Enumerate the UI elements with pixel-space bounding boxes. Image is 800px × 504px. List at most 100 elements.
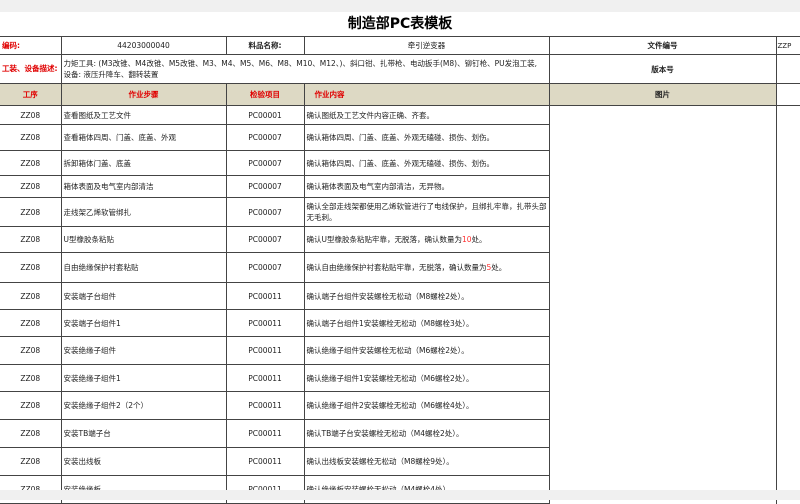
cell-image[interactable] [548, 105, 777, 125]
file-no-value[interactable]: ZZP [775, 36, 800, 55]
cell-op[interactable]: ZZ08 [0, 364, 62, 392]
table-row: ZZ08 安装端子台组件1 PC00011 确认端子台组件1安装螺栓无松动（M8… [0, 309, 800, 337]
cell-item[interactable]: PC00011 [225, 419, 305, 448]
cell-item[interactable]: PC00011 [225, 447, 305, 476]
table-row: ZZ08 U型橡胶条粘贴 PC00007 确认U型橡胶条粘贴牢靠，无脱落，确认数… [0, 226, 800, 253]
cell-item[interactable]: PC00011 [225, 336, 305, 365]
cell-content[interactable]: 确认绝缘子组件2安装螺栓无松动（M6螺栓4处）。 [303, 391, 550, 420]
table-row: ZZ08 拆卸箱体门盖、底盖 PC00007 确认箱体四周、门盖、底盖、外观无磕… [0, 150, 800, 176]
table-row: ZZ08 走线架乙烯软管绑扎 PC00007 确认全部走线架都使用乙烯软管进行了… [0, 197, 800, 227]
cell-step[interactable]: 安装绝缘子组件 [60, 336, 227, 365]
cell-item[interactable]: PC00011 [225, 364, 305, 392]
cell-op[interactable]: ZZ08 [0, 124, 62, 151]
cell-item[interactable]: PC00007 [225, 252, 305, 283]
cell-op[interactable]: ZZ08 [0, 447, 62, 476]
cell-image[interactable] [548, 226, 777, 253]
table-row: ZZ08 安装TB端子台 PC00011 确认TB端子台安装螺栓无松动（M4螺栓… [0, 419, 800, 448]
cell-content[interactable]: 确认端子台组件安装螺栓无松动（M8螺栓2处）。 [303, 282, 550, 310]
cell-step[interactable]: 箱体表面及电气室内部清洁 [60, 175, 227, 198]
cell-step[interactable]: 安装出线板 [60, 447, 227, 476]
table-row: ZZ08 查看箱体四周、门盖、底盖、外观 PC00007 确认箱体四周、门盖、底… [0, 124, 800, 151]
cell-op[interactable]: ZZ08 [0, 197, 62, 227]
cell-op[interactable]: ZZ08 [0, 309, 62, 337]
table-row: ZZ08 安装绝缘子组件 PC00011 确认绝缘子组件安装螺栓无松动（M6螺栓… [0, 336, 800, 365]
cell-image[interactable] [548, 252, 777, 283]
col-header-image: 图片 [548, 83, 777, 106]
content-text: 处。 [491, 263, 507, 272]
cell-step[interactable]: 拆卸箱体门盖、底盖 [60, 150, 227, 176]
cell-content[interactable]: 确认箱体四周、门盖、底盖、外观无磕碰、损伤、划伤。 [303, 150, 550, 176]
cell-image[interactable] [548, 309, 777, 337]
cell-op[interactable]: ZZ08 [0, 226, 62, 253]
cell-step[interactable]: 查看图纸及工艺文件 [60, 105, 227, 125]
cell-content[interactable]: 确认全部走线架都使用乙烯软管进行了电线保护，且绑扎牢靠，扎带头部无毛刺。 [303, 197, 550, 227]
cell-step[interactable]: U型橡胶条粘贴 [60, 226, 227, 253]
cell-item[interactable]: PC00011 [225, 282, 305, 310]
cell-content[interactable]: 确认自由绝缘保护衬套粘贴牢靠，无脱落，确认数量为5处。 [303, 252, 550, 283]
tools-value[interactable]: 力矩工具: (M3改锥、M4改锥、M5改锥、M3、M4、M5、M6、M8、M10… [60, 54, 550, 84]
cell-image[interactable] [548, 124, 777, 151]
content-quantity: 10 [462, 235, 472, 244]
name-label: 料品名称: [225, 36, 305, 55]
cell-item[interactable]: PC00007 [225, 197, 305, 227]
cell-item[interactable]: PC00011 [225, 309, 305, 337]
cell-item[interactable]: PC00007 [225, 226, 305, 253]
table-row: ZZ08 安装端子台组件 PC00011 确认端子台组件安装螺栓无松动（M8螺栓… [0, 282, 800, 310]
version-label: 版本号 [548, 54, 777, 84]
cell-image[interactable] [548, 391, 777, 420]
table-row: ZZ08 查看图纸及工艺文件 PC00001 确认图纸及工艺文件内容正确、齐套。 [0, 105, 800, 125]
cell-item[interactable]: PC00001 [225, 105, 305, 125]
cell-step[interactable]: 自由绝缘保护衬套粘贴 [60, 252, 227, 283]
cell-content[interactable]: 确认TB端子台安装螺栓无松动（M4螺栓2处）。 [303, 419, 550, 448]
cell-step[interactable]: 安装绝缘子组件1 [60, 364, 227, 392]
table-row: ZZ08 安装出线板 PC00011 确认出线板安装螺栓无松动（M8螺栓9处）。 [0, 447, 800, 476]
file-no-label: 文件编号 [548, 36, 777, 55]
cell-content[interactable]: 确认箱体表面及电气室内部清洁，无异物。 [303, 175, 550, 198]
cell-content[interactable]: 确认端子台组件1安装螺栓无松动（M8螺栓3处）。 [303, 309, 550, 337]
cell-op[interactable]: ZZ08 [0, 175, 62, 198]
cell-step[interactable]: 安装端子台组件 [60, 282, 227, 310]
cell-op[interactable]: ZZ08 [0, 336, 62, 365]
cell-image[interactable] [548, 447, 777, 476]
pc-table: 编码: 44203000040 料品名称: 牵引逆变器 文件编号 ZZP 工装、… [0, 36, 800, 504]
cell-op[interactable]: ZZ08 [0, 150, 62, 176]
name-value[interactable]: 牵引逆变器 [303, 36, 550, 55]
cell-content[interactable]: 确认出线板安装螺栓无松动（M8螺栓9处）。 [303, 447, 550, 476]
cell-content[interactable]: 确认箱体四周、门盖、底盖、外观无磕碰、损伤、划伤。 [303, 124, 550, 151]
cell-step[interactable]: 查看箱体四周、门盖、底盖、外观 [60, 124, 227, 151]
cell-image[interactable] [548, 364, 777, 392]
cell-item[interactable]: PC00011 [225, 391, 305, 420]
col-header-step: 作业步骤 [60, 83, 227, 106]
cell-content[interactable]: 确认绝缘子组件1安装螺栓无松动（M6螺栓2处）。 [303, 364, 550, 392]
cell-content[interactable]: 确认图纸及工艺文件内容正确、齐套。 [303, 105, 550, 125]
cell-step[interactable]: 安装绝缘子组件2（2个） [60, 391, 227, 420]
code-value[interactable]: 44203000040 [60, 36, 227, 55]
cell-op[interactable]: ZZ08 [0, 419, 62, 448]
version-value[interactable] [775, 54, 800, 84]
cell-image[interactable] [548, 197, 777, 227]
content-text: 处。 [471, 235, 487, 244]
sheet-title: 制造部PC表模板 [347, 16, 453, 32]
cell-content[interactable]: 确认绝缘子组件安装螺栓无松动（M6螺栓2处）。 [303, 336, 550, 365]
cell-content[interactable]: 确认U型橡胶条粘贴牢靠，无脱落，确认数量为10处。 [303, 226, 550, 253]
cell-item[interactable]: PC00007 [225, 150, 305, 176]
sheet-tabs-area [0, 490, 800, 500]
tools-label: 工装、设备描述: [0, 54, 62, 84]
cell-op[interactable]: ZZ08 [0, 282, 62, 310]
col-header-op: 工序 [0, 83, 62, 106]
cell-item[interactable]: PC00007 [225, 124, 305, 151]
cell-item[interactable]: PC00007 [225, 175, 305, 198]
cell-op[interactable]: ZZ08 [0, 252, 62, 283]
cell-image[interactable] [548, 150, 777, 176]
col-header-content: 作业内容 [303, 83, 550, 106]
cell-step[interactable]: 走线架乙烯软管绑扎 [60, 197, 227, 227]
toolbar-area [0, 0, 800, 12]
cell-image[interactable] [548, 419, 777, 448]
cell-op[interactable]: ZZ08 [0, 391, 62, 420]
cell-image[interactable] [548, 175, 777, 198]
cell-image[interactable] [548, 336, 777, 365]
cell-step[interactable]: 安装TB端子台 [60, 419, 227, 448]
cell-op[interactable]: ZZ08 [0, 105, 62, 125]
cell-image[interactable] [548, 282, 777, 310]
cell-step[interactable]: 安装端子台组件1 [60, 309, 227, 337]
